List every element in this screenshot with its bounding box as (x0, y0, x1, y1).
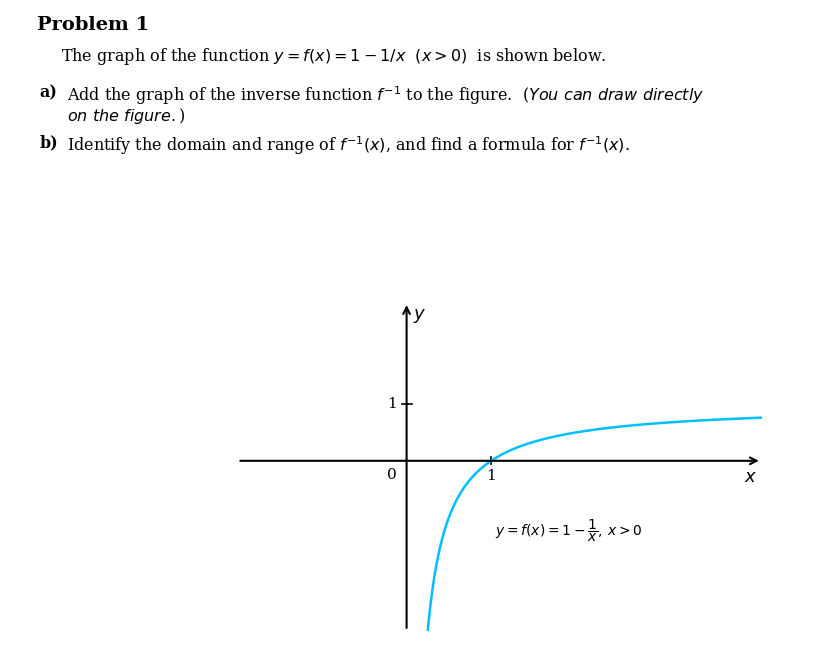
Text: Identify the domain and range of $f^{-1}(x)$, and find a formula for $f^{-1}(x)$: Identify the domain and range of $f^{-1}… (67, 134, 630, 157)
Text: The graph of the function $y = f(x) = 1 - 1/x$  $(x > 0)$  is shown below.: The graph of the function $y = f(x) = 1 … (61, 46, 607, 67)
Text: $y = f(x) = 1 - \dfrac{1}{x},\, x > 0$: $y = f(x) = 1 - \dfrac{1}{x},\, x > 0$ (495, 518, 643, 544)
Text: b): b) (39, 134, 58, 151)
Text: Problem 1: Problem 1 (37, 16, 149, 34)
Text: 0: 0 (387, 468, 396, 482)
Text: 1: 1 (387, 397, 396, 411)
Text: Add the graph of the inverse function $f^{-1}$ to the figure.  ($\mathit{You\ ca: Add the graph of the inverse function $f… (67, 84, 704, 107)
Text: 1: 1 (486, 469, 496, 484)
Text: $x$: $x$ (744, 468, 758, 486)
Text: a): a) (39, 84, 57, 101)
Text: $y$: $y$ (414, 307, 427, 325)
Text: $\mathit{on\ the\ figure.}$): $\mathit{on\ the\ figure.}$) (67, 106, 186, 126)
